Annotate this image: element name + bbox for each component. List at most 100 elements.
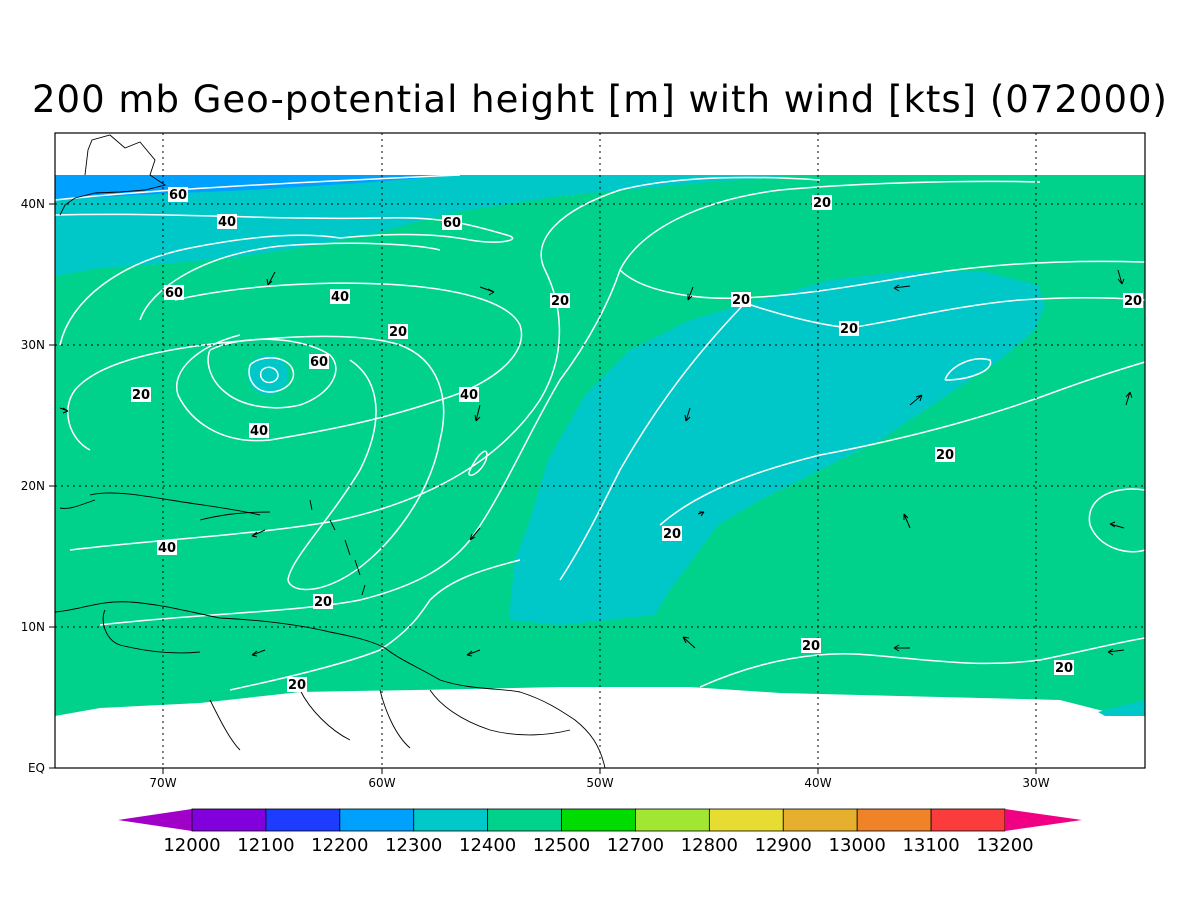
contour-label-box (801, 638, 821, 653)
contour-label-text: 60 (165, 286, 183, 301)
contour-label-box (330, 289, 350, 304)
contour-label-box (157, 540, 177, 555)
coast-greater-antilles (59, 492, 271, 521)
colorbar-level-label: 12800 (681, 835, 738, 856)
contour-label-box (839, 321, 859, 336)
contour-label: 20 (131, 387, 151, 403)
wind-contour (659, 361, 1145, 526)
wind-contour (207, 338, 337, 409)
contour-label-text: 60 (310, 355, 328, 370)
colorbar-level-label: 13100 (902, 835, 959, 856)
contour-label-text: 40 (331, 290, 349, 305)
contour-label-text: 20 (288, 678, 306, 693)
contour-label: 20 (1054, 660, 1074, 676)
contour-label-text: 20 (551, 294, 569, 309)
contour-label-box (131, 387, 151, 402)
contour-label: 20 (662, 526, 682, 542)
contour-label: 40 (330, 289, 350, 305)
contour-label-box (309, 354, 329, 369)
colorbar-swatch (339, 808, 415, 832)
wind-vector-arrow (251, 529, 266, 538)
contour-label: 40 (217, 214, 237, 230)
contour-label: 20 (801, 638, 821, 654)
coast-venezuela (102, 609, 201, 654)
contour-label-text: 40 (158, 541, 176, 556)
wind-contour (259, 366, 279, 384)
contour-label-text: 60 (169, 188, 187, 203)
contour-label-box (459, 387, 479, 402)
contour-label-text: 40 (460, 388, 478, 403)
contour-label: 60 (442, 215, 462, 231)
wind-vector-arrow (1107, 648, 1125, 656)
coast-north-america (59, 134, 167, 216)
contour-label-text: 20 (314, 595, 332, 610)
wind-vector-arrow (684, 407, 691, 422)
colorbar-level-label: 12500 (533, 835, 590, 856)
colorbar-level-label: 12900 (755, 835, 812, 856)
contour-label: 40 (249, 423, 269, 439)
contour-label: 20 (839, 321, 859, 337)
wind-contour (619, 260, 1145, 300)
contour-label-box (812, 195, 832, 210)
contour-label-text: 60 (443, 216, 461, 231)
lat-tick-label: EQ (28, 761, 45, 775)
contour-labels: 60 40 60 60 40 20 60 20 40 40 20 40 20 20 20 20 20 20 20 20… (131, 187, 1143, 693)
colorbar-swatch (635, 808, 710, 832)
wind-contour (59, 234, 341, 346)
height-fill-12300-north (55, 175, 800, 276)
colorbar-level-label: 12300 (385, 835, 442, 856)
colorbar-swatch (856, 808, 932, 832)
axis-ticks (49, 203, 1037, 774)
contour-label-text: 20 (732, 293, 750, 308)
contour-label-text: 20 (132, 388, 150, 403)
contour-label: 40 (459, 387, 479, 403)
wind-vector-arrow (251, 649, 266, 657)
coast-south-america (55, 601, 606, 768)
wind-vector-arrow (682, 636, 696, 649)
wind-vector-arrow (893, 644, 910, 652)
coast-lesser-antilles (309, 499, 366, 596)
contour-label: 60 (164, 285, 184, 301)
wind-contour (559, 302, 746, 581)
wind-contour (944, 358, 992, 381)
wind-contour (1088, 488, 1145, 553)
contour-label-box (731, 292, 751, 307)
colorbar-level-label: 13000 (829, 835, 886, 856)
wind-vector-arrow (687, 286, 694, 301)
wind-contour (699, 637, 1145, 688)
wind-vector-arrow (893, 284, 911, 292)
contour-label: 20 (731, 292, 751, 308)
contour-label-text: 40 (218, 215, 236, 230)
lat-tick-label: 30N (21, 338, 45, 352)
wind-contour (67, 335, 445, 591)
contour-label: 60 (309, 354, 329, 370)
svg-text:20: 20 (1055, 661, 1073, 676)
contour-label-text: 20 (813, 196, 831, 211)
contour-label-text: 20 (936, 448, 954, 463)
contour-label: 20 (388, 324, 408, 340)
contour-label-text: 20 (1124, 294, 1142, 309)
wind-vector-arrow (697, 511, 705, 517)
colorbar-level-label: 12700 (607, 835, 664, 856)
wind-vector-arrow (466, 649, 481, 657)
wind-vector-arrow (1125, 391, 1133, 406)
lat-tick-label: 10N (21, 620, 45, 634)
colorbar-swatch (191, 808, 267, 832)
contour-label-text: 20 (802, 639, 820, 654)
wind-vector-arrow (266, 271, 276, 286)
colorbar-arrow-low (118, 809, 192, 831)
colorbar-swatch (413, 808, 489, 832)
wind-vector-arrow (479, 286, 495, 296)
contour-label-box (168, 187, 188, 202)
colorbar-swatch (930, 808, 1006, 832)
wind-contour (99, 180, 1041, 626)
wind-vector-arrow (59, 407, 69, 414)
hurricane-core-fill (248, 355, 288, 395)
colorbar: 12000 12100 12200 12300 12400 12500 12700 12800… (118, 808, 1082, 856)
contour-label-box (935, 447, 955, 462)
height-fill-12300-corner (1098, 700, 1145, 716)
colorbar-level-label: 13200 (976, 835, 1033, 856)
contour-label-box (287, 677, 307, 692)
wind-contour (248, 357, 295, 393)
